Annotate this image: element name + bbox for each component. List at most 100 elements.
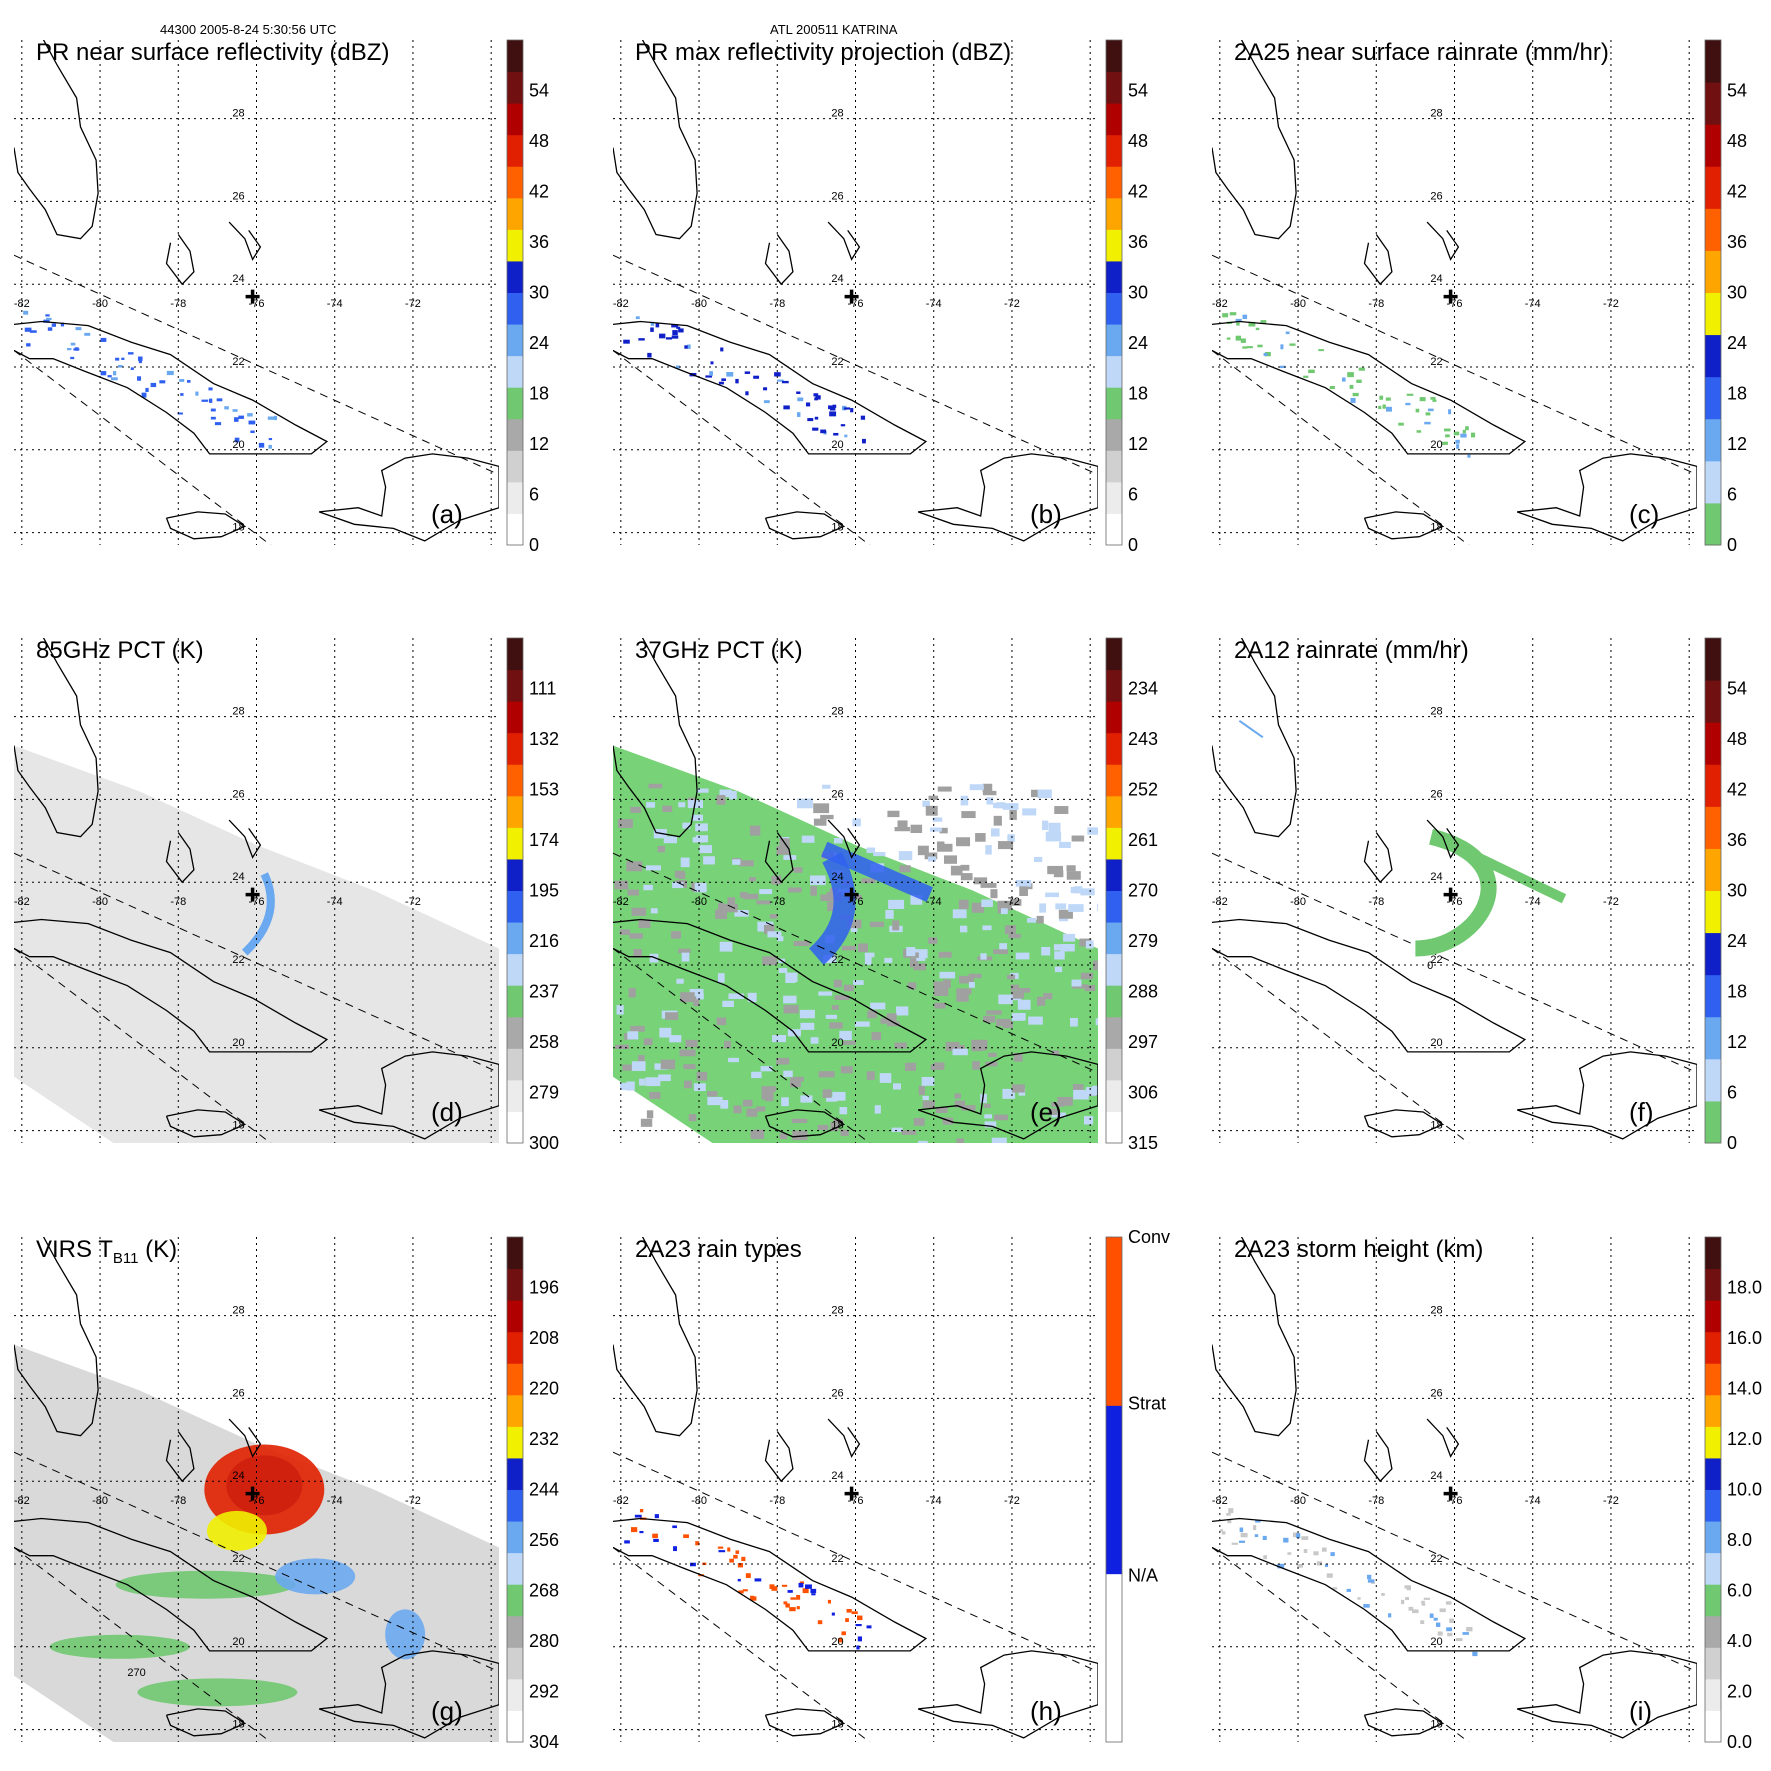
lat-tick-label: 22 [1430, 356, 1442, 368]
colorbar-segment [1106, 1237, 1122, 1406]
colorbar-tick-label: 24 [1128, 333, 1148, 353]
colorbar-segment [1705, 764, 1721, 807]
panel-title: 2A12 rainrate (mm/hr) [1234, 637, 1469, 664]
colorbar-segment [1106, 387, 1122, 420]
colorbar-segment [1705, 376, 1721, 420]
colorbar-tick-label: 6 [1727, 1083, 1737, 1103]
colorbar-segment [1705, 1363, 1721, 1396]
lat-tick-label: 20 [831, 1037, 843, 1049]
colorbar-tick-label: 30 [1727, 881, 1747, 901]
lon-tick-label: -78 [769, 298, 785, 310]
colorbar-tick-label: 132 [529, 729, 559, 749]
colorbar-tick-label: 10.0 [1727, 1480, 1762, 1500]
lon-tick-label: -78 [1368, 298, 1384, 310]
colorbar-tick-label: 196 [529, 1278, 559, 1298]
colorbar-tick-label: 18 [1727, 982, 1747, 1002]
colorbar-segment [1106, 481, 1122, 514]
colorbar-segment [1705, 460, 1721, 504]
colorbar-segment [1705, 722, 1721, 765]
lat-tick-label: 26 [831, 190, 843, 202]
lat-tick-label: 26 [831, 1387, 843, 1399]
colorbar-segment [507, 292, 523, 325]
colorbar-segment [1106, 638, 1122, 671]
colorbar-segment [507, 40, 523, 73]
coastline [1516, 1650, 1697, 1739]
lat-tick-label: 28 [232, 108, 244, 120]
colorbar-segment [507, 1521, 523, 1554]
contour-annotation: 0 [1427, 960, 1433, 972]
colorbar-segment [1106, 418, 1122, 451]
colorbar-segment [507, 1489, 523, 1522]
lat-tick-label: 24 [232, 273, 244, 285]
lon-tick-label: -72 [405, 1495, 421, 1507]
colorbar-segment [1705, 334, 1721, 378]
colorbar-segment [507, 229, 523, 262]
colorbar-segment [507, 669, 523, 702]
colorbar-segment [1705, 1552, 1721, 1585]
lat-tick-label: 20 [831, 1636, 843, 1648]
colorbar-segment [1106, 985, 1122, 1018]
colorbar-segment [507, 71, 523, 104]
lon-tick-label: -80 [1290, 896, 1306, 908]
coastline [1426, 1418, 1460, 1458]
lat-tick-label: 18 [831, 1120, 843, 1132]
colorbar-segment [507, 985, 523, 1018]
colorbar-segment [507, 197, 523, 230]
colorbar-tick-label: 36 [1128, 232, 1148, 252]
lat-tick-label: 18 [831, 1719, 843, 1731]
lat-tick-label: 18 [1430, 1719, 1442, 1731]
colorbar-tick-label: 42 [529, 182, 549, 202]
coastline [613, 638, 698, 838]
panel-label: (i) [1629, 1696, 1652, 1726]
colorbar-frame [1704, 637, 1722, 1144]
colorbar-tick-label: 30 [529, 283, 549, 303]
colorbar-tick-label: 48 [1727, 131, 1747, 151]
colorbar-segment [507, 795, 523, 828]
colorbar-tick-label: N/A [1128, 1565, 1158, 1585]
colorbar-segment [507, 481, 523, 514]
coastline [165, 511, 247, 540]
colorbar-segment [1106, 669, 1122, 702]
lon-tick-label: -78 [1368, 1495, 1384, 1507]
colorbar-segment [507, 858, 523, 891]
colorbar-tick-label: 300 [529, 1133, 559, 1153]
coastline [1363, 1431, 1393, 1483]
lon-tick-label: -82 [1212, 1495, 1228, 1507]
storm-center-marker [1443, 289, 1458, 304]
coastline [764, 832, 794, 884]
colorbar-frame [1105, 39, 1123, 546]
colorbar-segment [507, 1647, 523, 1680]
colorbar-segment [507, 1584, 523, 1617]
lat-tick-label: 24 [831, 273, 843, 285]
colorbar-tick-label: 2.0 [1727, 1682, 1752, 1702]
panel-title: 2A23 rain types [635, 1236, 802, 1263]
colorbar-tick-label: 18 [529, 384, 549, 404]
colorbar-segment [1705, 1016, 1721, 1060]
colorbar-segment [1106, 450, 1122, 483]
lon-tick-label: -80 [691, 1495, 707, 1507]
lon-tick-label: -82 [1212, 298, 1228, 310]
lat-tick-label: 24 [831, 1470, 843, 1482]
panel-label: (g) [431, 1696, 463, 1726]
lat-tick-label: 22 [232, 356, 244, 368]
lat-tick-label: 20 [232, 1037, 244, 1049]
colorbar-tick-label: 16.0 [1727, 1328, 1762, 1348]
colorbar-tick-label: 48 [529, 131, 549, 151]
colorbar-tick-label: 12 [1727, 434, 1747, 454]
colorbar-tick-label: 232 [529, 1429, 559, 1449]
colorbar-tick-label: 48 [1727, 729, 1747, 749]
colorbar-segment [1705, 1457, 1721, 1490]
lat-tick-label: 22 [232, 1553, 244, 1565]
lon-tick-label: -78 [769, 1495, 785, 1507]
lat-tick-label: 26 [232, 788, 244, 800]
contour-annotation: 270 [127, 1667, 145, 1679]
colorbar-segment [1106, 134, 1122, 167]
lat-tick-label: 18 [1430, 1120, 1442, 1132]
colorbar-segment [507, 418, 523, 451]
coastline [318, 453, 499, 542]
colorbar-segment [1106, 1573, 1122, 1743]
